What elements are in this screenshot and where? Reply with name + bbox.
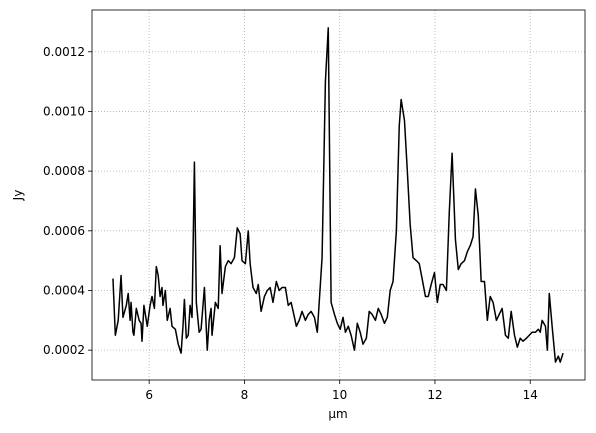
y-tick-label: 0.0006 [43, 224, 85, 238]
x-tick-label: 12 [427, 388, 442, 402]
y-tick-label: 0.0012 [43, 45, 85, 59]
y-tick-label: 0.0002 [43, 343, 85, 357]
data-line [112, 27, 564, 363]
y-tick-label: 0.0010 [43, 104, 85, 118]
y-tick-label: 0.0008 [43, 164, 85, 178]
plot-frame [91, 9, 586, 381]
y-axis-label: Jy [11, 190, 25, 202]
x-tick-label: 6 [145, 388, 153, 402]
x-axis-label: μm [328, 407, 347, 421]
x-tick-label: 8 [241, 388, 249, 402]
x-tick-label: 10 [332, 388, 347, 402]
x-tick-label: 14 [523, 388, 538, 402]
y-tick-label: 0.0004 [43, 283, 85, 297]
